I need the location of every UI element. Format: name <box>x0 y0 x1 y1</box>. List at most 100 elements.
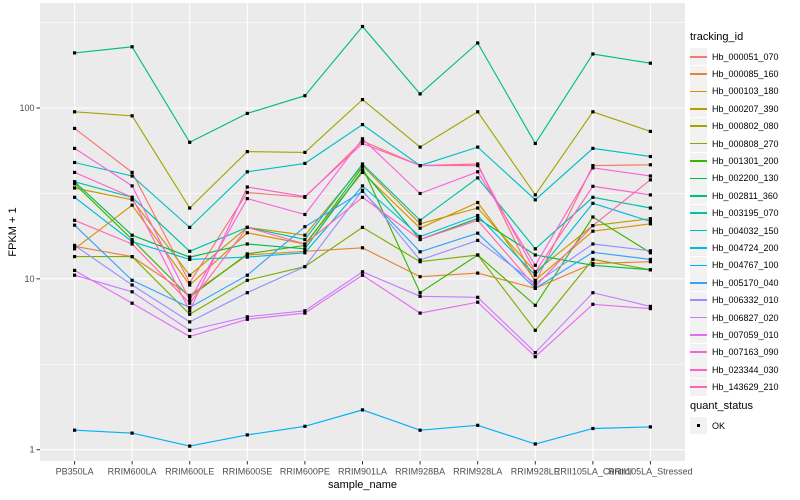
data-point-marker <box>245 291 249 295</box>
data-point-marker <box>648 251 652 255</box>
data-point-marker <box>418 258 422 262</box>
data-point-marker <box>73 223 77 227</box>
legend-entry: Hb_000051_070 <box>690 48 779 66</box>
data-point-marker <box>591 224 595 228</box>
data-point-marker <box>130 233 134 237</box>
data-point-marker <box>476 271 480 275</box>
data-point-marker <box>591 164 595 168</box>
data-point-marker <box>648 260 652 264</box>
data-point-marker <box>591 263 595 267</box>
data-point-marker <box>73 170 77 174</box>
legend-label: Hb_004032_150 <box>712 225 779 236</box>
y-tick-label: 1 <box>29 445 34 455</box>
data-point-marker <box>591 229 595 233</box>
data-point-marker <box>245 278 249 282</box>
data-point-marker <box>188 444 192 448</box>
data-point-marker <box>533 198 537 202</box>
data-point-marker <box>418 164 422 168</box>
legend-entry: Hb_000085_160 <box>690 65 779 83</box>
data-point-marker <box>303 242 307 246</box>
data-point-marker <box>591 184 595 188</box>
data-point-marker <box>533 253 537 257</box>
data-point-marker <box>648 129 652 133</box>
data-point-marker <box>360 408 365 412</box>
legend-label: Hb_004724_200 <box>712 242 779 253</box>
data-point-marker <box>188 305 192 310</box>
data-point-marker <box>533 193 537 197</box>
data-point-marker <box>130 278 134 282</box>
data-point-marker <box>418 428 422 432</box>
data-point-marker <box>130 184 134 188</box>
legend-key-icon <box>690 274 707 292</box>
data-point-marker <box>130 203 134 207</box>
x-tick-label: PB350LA <box>56 467 94 477</box>
data-point-marker <box>188 249 192 253</box>
data-point-marker <box>648 222 652 226</box>
legend-label: Hb_023344_030 <box>712 364 779 375</box>
legend-key-icon <box>690 222 707 240</box>
data-point-marker <box>130 301 134 305</box>
legend-label: Hb_143629_210 <box>712 382 779 393</box>
data-point-marker <box>418 275 422 279</box>
data-point-marker <box>73 268 77 272</box>
data-point-marker <box>130 174 134 178</box>
legend-label: Hb_004767_100 <box>712 260 779 271</box>
data-point-marker <box>188 225 192 229</box>
data-point-marker <box>130 237 134 242</box>
data-point-marker <box>360 273 365 277</box>
data-point-marker <box>418 291 422 295</box>
data-point-marker <box>476 110 480 114</box>
legend-entry: Hb_000808_270 <box>690 135 779 153</box>
data-point-marker <box>591 110 595 114</box>
data-point-marker <box>476 231 480 235</box>
data-point-marker <box>476 170 480 174</box>
data-point-marker <box>418 222 422 226</box>
y-tick-label: 10 <box>24 274 34 284</box>
data-point-marker <box>245 273 249 277</box>
x-tick-label: RRIM600SE <box>222 467 272 477</box>
data-point-marker <box>303 94 307 98</box>
data-point-marker <box>73 243 77 247</box>
data-point-marker <box>188 328 192 332</box>
legend-entry: Hb_003195_070 <box>690 204 779 222</box>
data-point-marker <box>303 265 307 269</box>
x-tick-label: RRIM928LA <box>453 467 502 477</box>
x-tick-label: RRIM600PE <box>280 467 330 477</box>
legend-key-icon <box>690 117 707 135</box>
data-point-marker <box>533 278 537 282</box>
data-point-marker <box>245 150 249 154</box>
data-point-marker <box>73 186 77 190</box>
data-point-marker <box>73 180 77 184</box>
data-point-marker <box>73 182 77 186</box>
legend-quant-status: quant_status OK <box>690 400 753 435</box>
data-point-marker <box>130 240 134 244</box>
legend-entry: Hb_004767_100 <box>690 256 779 274</box>
data-point-marker <box>533 247 537 251</box>
data-point-marker <box>533 442 537 446</box>
data-point-marker <box>130 255 134 259</box>
data-point-marker <box>303 195 307 199</box>
legend-entry: Hb_023344_030 <box>690 361 779 379</box>
data-point-marker <box>591 257 595 261</box>
data-point-marker <box>533 355 537 359</box>
data-point-marker <box>418 191 422 196</box>
legend-label: Hb_000051_070 <box>712 51 779 62</box>
data-point-marker <box>245 225 249 229</box>
data-point-marker <box>591 302 595 306</box>
legend-entry: Hb_002811_360 <box>690 187 779 205</box>
data-point-marker <box>73 428 77 432</box>
legend-key-icon <box>690 152 707 170</box>
legend-label: Hb_005170_040 <box>712 277 779 288</box>
data-point-marker <box>648 217 652 221</box>
data-point-marker <box>188 293 192 297</box>
data-point-marker <box>591 250 595 254</box>
legend-tracking-id: tracking_id Hb_000051_070 Hb_000085_160 Hb… <box>690 31 779 396</box>
data-point-marker <box>245 197 249 201</box>
data-point-marker <box>476 41 480 45</box>
data-point-marker <box>245 252 249 256</box>
data-point-marker <box>188 301 192 305</box>
data-point-marker <box>73 160 77 165</box>
data-point-marker <box>648 193 652 197</box>
